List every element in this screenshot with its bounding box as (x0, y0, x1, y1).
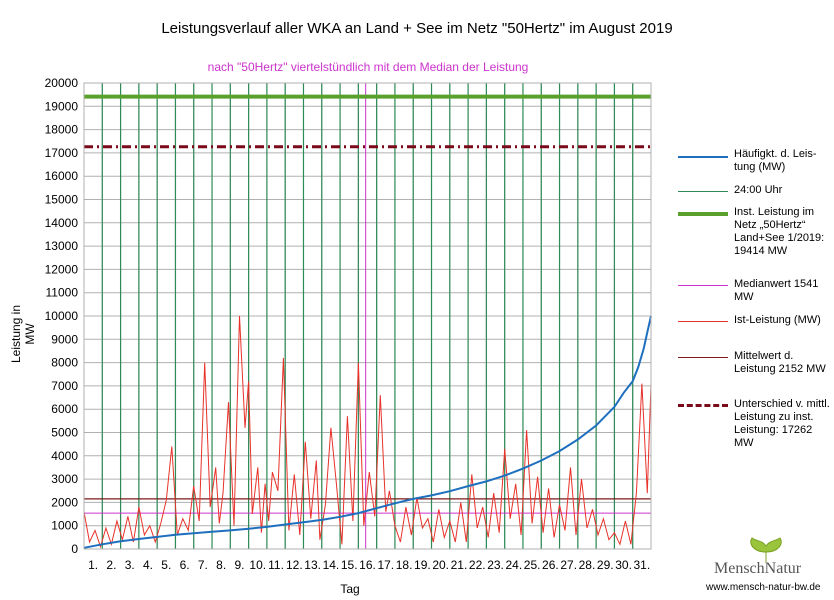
legend-sample-actual (678, 321, 728, 322)
legend-sample-midnight (678, 191, 728, 192)
chart-subtitle: nach "50Hertz" viertelstündlich mit dem … (207, 60, 529, 74)
x-tick-label: 20. (432, 558, 449, 572)
legend-sample-median (678, 285, 728, 286)
y-tick-label: 9000 (51, 332, 78, 346)
x-tick-label: 11. (268, 558, 284, 572)
x-tick-label: 7. (198, 558, 208, 572)
reference-lines-layer (84, 94, 651, 514)
x-tick-label: 3. (125, 558, 135, 572)
logo-url: www.mensch-natur-bw.de (706, 582, 821, 593)
x-tick-label: 31. (634, 558, 651, 572)
x-tick-label: 12. (286, 558, 303, 572)
y-tick-label: 2000 (51, 495, 78, 509)
x-tick-label: 21. (451, 558, 468, 572)
y-tick-label: 14000 (45, 216, 79, 230)
series-layer (83, 315, 652, 549)
legend-label-installed: Inst. Leistung im Netz „50Hertz“ Land+Se… (734, 206, 825, 257)
y-tick-label: 10000 (45, 309, 79, 323)
series-actual (83, 315, 652, 549)
x-tick-label: 30. (615, 558, 632, 572)
x-tick-label: 23. (487, 558, 504, 572)
x-tick-label: 29. (597, 558, 614, 572)
y-tick-label: 8000 (51, 356, 78, 370)
legend-label-difference: Unterschied v. mittl. Leistung zu inst. … (734, 398, 830, 449)
legend-sample-installed (678, 212, 728, 216)
x-tick-label: 28. (579, 558, 596, 572)
x-tick-label: 19. (414, 558, 431, 572)
logo-name: MenschNatur (714, 560, 802, 577)
chart-title: Leistungsverlauf aller WKA an Land + See… (161, 20, 673, 37)
grid-layer (83, 82, 652, 550)
legend-sample-frequency (678, 156, 728, 158)
midnight-lines-layer (101, 83, 634, 549)
x-tick-label: 6. (180, 558, 190, 572)
x-tick-label: 18. (396, 558, 413, 572)
y-tick-label: 0 (71, 542, 78, 556)
y-tick-label: 1000 (51, 519, 78, 533)
legend-label-mean: Mittelwert d. Leistung 2152 MW (734, 350, 826, 375)
legend-label-midnight: 24:00 Uhr (734, 184, 783, 196)
x-tick-label: 17. (377, 558, 394, 572)
y-tick-label: 17000 (45, 146, 79, 160)
legend-label-actual: Ist-Leistung (MW) (734, 314, 821, 326)
y-tick-label: 19000 (45, 99, 79, 113)
y-tick-label: 18000 (45, 123, 79, 137)
x-tick-label: 9. (234, 558, 244, 572)
x-tick-label: 24. (505, 558, 522, 572)
y-tick-label: 20000 (45, 76, 79, 90)
y-tick-label: 16000 (45, 169, 79, 183)
x-axis-label: Tag (340, 582, 360, 596)
x-tick-label: 27. (560, 558, 577, 572)
x-tick-label: 1. (88, 558, 98, 572)
ginkgo-leaf-icon (750, 537, 782, 562)
x-tick-label: 8. (216, 558, 226, 572)
legend-sample-mean (678, 357, 728, 358)
x-tick-layer: 1. 2. 3. 4. 5. 6. 7. 8. 9. 10. 11. 12. 13. 14. 15. 16. 1… (88, 558, 650, 572)
x-tick-label: 13. (304, 558, 321, 572)
x-tick-label: 4. (143, 558, 153, 572)
x-tick-label: 2. (106, 558, 116, 572)
y-tick-label: 12000 (45, 262, 79, 276)
x-tick-label: 26. (542, 558, 559, 572)
plot-frame (83, 82, 652, 550)
y-tick-label: 4000 (51, 449, 78, 463)
y-tick-label: 5000 (51, 426, 78, 440)
legend-sample-difference (678, 404, 728, 407)
x-tick-label: 16. (359, 558, 376, 572)
legend-label-median: Medianwert 1541 MW (734, 278, 819, 303)
y-tick-label: 7000 (51, 379, 78, 393)
series-frequency (83, 315, 652, 549)
x-tick-label: 5. (161, 558, 171, 572)
y-tick-label: 11000 (46, 286, 79, 300)
legend-label-frequency: Häufigkt. d. Leis-tung (MW) (734, 148, 817, 173)
x-tick-label: 15. (341, 558, 358, 572)
x-tick-label: 25. (524, 558, 541, 572)
y-tick-label: 15000 (45, 193, 79, 207)
y-tick-label: 6000 (51, 402, 78, 416)
logo: MenschNatur www.mensch-natur-bw.de (706, 536, 826, 596)
y-tick-layer: 0 1000 2000 3000 4000 5000 6000 7000 8000 9000 100… (45, 76, 79, 556)
y-tick-label: 13000 (45, 239, 79, 253)
x-tick-label: 22. (469, 558, 486, 572)
x-tick-label: 14. (323, 558, 340, 572)
y-tick-label: 3000 (51, 472, 78, 486)
x-tick-label: 10. (249, 558, 266, 572)
